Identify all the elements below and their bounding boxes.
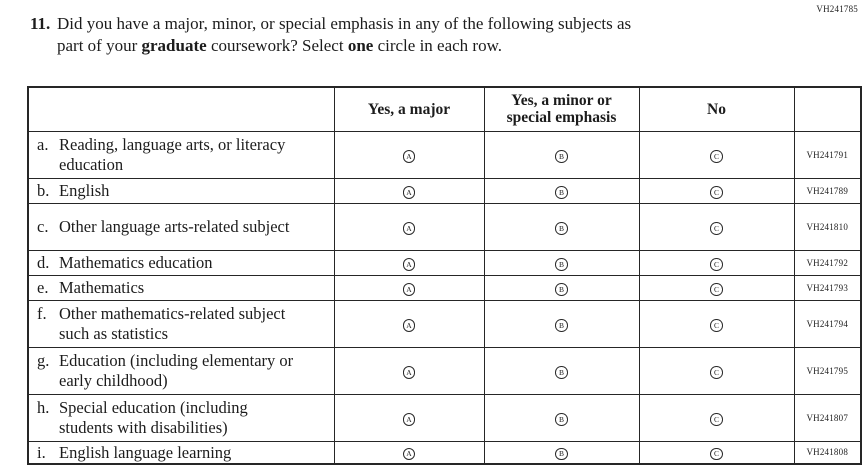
table-row: i. English language learning A B C VH2418…	[27, 440, 862, 465]
row-subject: g. Education (including elementary or ear…	[27, 346, 335, 395]
table-row: h. Special education (including students …	[27, 393, 862, 442]
table-row: g. Education (including elementary or ear…	[27, 346, 862, 395]
answer-bubble-b[interactable]: B	[555, 258, 568, 271]
row-code: VH241789	[793, 177, 862, 204]
header-no: No	[638, 86, 795, 132]
answer-bubble-c[interactable]: C	[710, 222, 723, 235]
option-cell-a[interactable]: A	[333, 177, 485, 204]
option-cell-b[interactable]: B	[483, 440, 640, 465]
option-cell-b[interactable]: B	[483, 274, 640, 301]
row-subject: c. Other language arts-related subject	[27, 202, 335, 251]
answer-bubble-c[interactable]: C	[710, 150, 723, 163]
answer-bubble-a[interactable]: A	[402, 283, 416, 296]
answer-bubble-a[interactable]: A	[402, 366, 416, 379]
table-row: c. Other language arts-related subject A …	[27, 202, 862, 251]
option-cell-a[interactable]: A	[333, 299, 485, 348]
option-cell-b[interactable]: B	[483, 249, 640, 276]
option-cell-a[interactable]: A	[333, 202, 485, 251]
header-yes-major: Yes, a major	[333, 86, 485, 132]
header-code	[793, 86, 862, 132]
option-cell-b[interactable]: B	[483, 299, 640, 348]
answer-bubble-c[interactable]: C	[710, 447, 723, 461]
answer-bubble-a[interactable]: A	[402, 319, 416, 332]
answer-bubble-b[interactable]: B	[555, 413, 568, 426]
row-code: VH241792	[793, 249, 862, 276]
row-code: VH241807	[793, 393, 862, 442]
row-code: VH241808	[793, 440, 862, 465]
answer-bubble-c[interactable]: C	[710, 366, 723, 379]
option-cell-c[interactable]: C	[638, 274, 795, 301]
row-subject: b. English	[27, 177, 335, 204]
option-cell-b[interactable]: B	[483, 130, 640, 179]
option-cell-b[interactable]: B	[483, 177, 640, 204]
header-yes-minor: Yes, a minor or special emphasis	[483, 86, 640, 132]
row-code: VH241791	[793, 130, 862, 179]
option-cell-a[interactable]: A	[333, 346, 485, 395]
row-subject: f. Other mathematics-related subject such…	[27, 299, 335, 348]
answer-bubble-a[interactable]: A	[402, 186, 416, 199]
option-cell-b[interactable]: B	[483, 202, 640, 251]
option-cell-b[interactable]: B	[483, 346, 640, 395]
option-cell-c[interactable]: C	[638, 393, 795, 442]
option-cell-b[interactable]: B	[483, 393, 640, 442]
answer-bubble-c[interactable]: C	[710, 283, 723, 296]
answer-bubble-a[interactable]: A	[402, 258, 416, 271]
answer-bubble-b[interactable]: B	[555, 366, 568, 379]
row-code: VH241794	[793, 299, 862, 348]
answer-bubble-a[interactable]: A	[402, 150, 416, 163]
question-number: 11.	[30, 14, 51, 33]
table-row: e. Mathematics A B C VH241793	[27, 274, 862, 301]
row-subject: d. Mathematics education	[27, 249, 335, 276]
row-subject: e. Mathematics	[27, 274, 335, 301]
answer-bubble-a[interactable]: A	[402, 222, 416, 235]
answer-bubble-b[interactable]: B	[555, 222, 568, 235]
option-cell-a[interactable]: A	[333, 249, 485, 276]
answer-bubble-a[interactable]: A	[402, 413, 416, 426]
answer-bubble-c[interactable]: C	[710, 186, 723, 199]
answer-bubble-b[interactable]: B	[555, 186, 568, 199]
answer-bubble-c[interactable]: C	[710, 258, 723, 271]
row-subject: h. Special education (including students …	[27, 393, 335, 442]
answer-bubble-b[interactable]: B	[555, 150, 568, 163]
option-cell-c[interactable]: C	[638, 130, 795, 179]
option-cell-a[interactable]: A	[333, 393, 485, 442]
row-subject: a. Reading, language arts, or literacy ed…	[27, 130, 335, 179]
option-cell-c[interactable]: C	[638, 299, 795, 348]
table-row: d. Mathematics education A B C VH241792	[27, 249, 862, 276]
option-cell-c[interactable]: C	[638, 249, 795, 276]
question-text: Did you have a major, minor, or special …	[57, 14, 632, 56]
answer-bubble-b[interactable]: B	[555, 447, 568, 461]
question-11: 11. Did you have a major, minor, or spec…	[30, 13, 631, 57]
answer-bubble-c[interactable]: C	[710, 319, 723, 332]
page-code: VH241785	[816, 4, 858, 14]
answer-bubble-b[interactable]: B	[555, 283, 568, 296]
row-code: VH241793	[793, 274, 862, 301]
answer-bubble-c[interactable]: C	[710, 413, 723, 426]
option-cell-a[interactable]: A	[333, 440, 485, 465]
option-cell-c[interactable]: C	[638, 202, 795, 251]
response-table: Yes, a major Yes, a minor or special emp…	[27, 86, 862, 465]
option-cell-c[interactable]: C	[638, 440, 795, 465]
row-subject: i. English language learning	[27, 440, 335, 465]
option-cell-a[interactable]: A	[333, 274, 485, 301]
option-cell-c[interactable]: C	[638, 346, 795, 395]
header-row: Yes, a major Yes, a minor or special emp…	[27, 86, 862, 132]
header-subject	[27, 86, 335, 132]
answer-bubble-a[interactable]: A	[402, 447, 416, 461]
option-cell-c[interactable]: C	[638, 177, 795, 204]
table-row: f. Other mathematics-related subject such…	[27, 299, 862, 348]
table-row: a. Reading, language arts, or literacy ed…	[27, 130, 862, 179]
option-cell-a[interactable]: A	[333, 130, 485, 179]
answer-bubble-b[interactable]: B	[555, 319, 568, 332]
row-code: VH241795	[793, 346, 862, 395]
table-row: b. English A B C VH241789	[27, 177, 862, 204]
row-code: VH241810	[793, 202, 862, 251]
